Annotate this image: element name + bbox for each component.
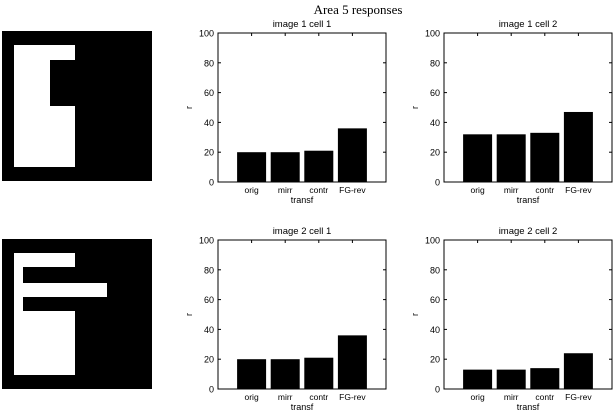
y-tick-label: 0 bbox=[435, 178, 440, 188]
axes-frame bbox=[217, 32, 387, 183]
y-tick-label: 20 bbox=[204, 148, 214, 158]
axes-frame bbox=[217, 239, 387, 390]
bar-mirr bbox=[496, 369, 526, 389]
bar-contr bbox=[304, 150, 334, 182]
figure-title: Area 5 responses bbox=[314, 2, 403, 17]
charts-group: image 1 cell 1 0 20 40 60 80 100 orig mirr contr F… bbox=[184, 19, 613, 412]
bar-contr bbox=[530, 368, 560, 389]
x-axis-label: transf bbox=[517, 402, 540, 412]
y-tick-label: 100 bbox=[199, 29, 214, 39]
chart-2: image 1 cell 2 0 20 40 60 80 100 orig mirr contr F… bbox=[410, 19, 613, 205]
x-tick-label: orig bbox=[245, 185, 259, 195]
y-tick-label: 40 bbox=[430, 118, 440, 128]
y-tick-label: 40 bbox=[204, 325, 214, 335]
y-tick-label: 40 bbox=[204, 118, 214, 128]
image-2-stimulus bbox=[2, 239, 152, 389]
bar-mirr bbox=[496, 134, 526, 182]
y-tick-label: 80 bbox=[430, 265, 440, 275]
y-tick-label: 80 bbox=[204, 265, 214, 275]
chart-1: image 1 cell 1 0 20 40 60 80 100 orig mirr contr F… bbox=[184, 19, 387, 205]
chart-4: image 2 cell 2 0 20 40 60 80 100 orig mirr contr F… bbox=[410, 226, 613, 412]
y-tick-label: 100 bbox=[199, 236, 214, 246]
chart-title: image 2 cell 2 bbox=[499, 226, 558, 237]
bar-orig bbox=[463, 134, 493, 182]
x-tick-label: mirr bbox=[278, 392, 293, 402]
y-tick-label: 60 bbox=[430, 295, 440, 305]
y-tick-label: 60 bbox=[430, 88, 440, 98]
x-tick-label: orig bbox=[471, 392, 485, 402]
x-tick-label: contr bbox=[309, 392, 328, 402]
bar-mirr bbox=[270, 359, 300, 389]
x-axis-label: transf bbox=[517, 195, 540, 205]
bar-contr bbox=[530, 132, 560, 182]
x-tick-label: contr bbox=[535, 392, 554, 402]
x-axis-label: transf bbox=[291, 402, 314, 412]
x-tick-label: orig bbox=[471, 185, 485, 195]
y-tick-label: 80 bbox=[204, 58, 214, 68]
axes-frame bbox=[443, 239, 613, 390]
x-tick-label: mirr bbox=[504, 185, 519, 195]
x-axis-label: transf bbox=[291, 195, 314, 205]
x-tick-label: FG-rev bbox=[565, 185, 592, 195]
y-tick-label: 60 bbox=[204, 295, 214, 305]
y-tick-label: 80 bbox=[430, 58, 440, 68]
bar-orig bbox=[463, 369, 493, 389]
chart-title: image 2 cell 1 bbox=[273, 226, 332, 237]
x-tick-label: FG-rev bbox=[339, 185, 366, 195]
x-tick-label: FG-rev bbox=[565, 392, 592, 402]
bar-contr bbox=[304, 357, 334, 389]
y-axis-label: r bbox=[410, 313, 420, 316]
x-tick-label: contr bbox=[535, 185, 554, 195]
bar-mirr bbox=[270, 152, 300, 182]
y-tick-label: 0 bbox=[435, 385, 440, 395]
y-tick-label: 100 bbox=[425, 236, 440, 246]
x-tick-label: orig bbox=[245, 392, 259, 402]
y-axis-label: r bbox=[184, 106, 194, 109]
y-axis-label: r bbox=[410, 106, 420, 109]
bar-orig bbox=[237, 152, 267, 182]
y-tick-label: 0 bbox=[209, 178, 214, 188]
x-tick-label: FG-rev bbox=[339, 392, 366, 402]
y-tick-label: 20 bbox=[430, 355, 440, 365]
bar-fg-rev bbox=[337, 128, 367, 182]
x-tick-label: contr bbox=[309, 185, 328, 195]
chart-3: image 2 cell 1 0 20 40 60 80 100 orig mirr contr F… bbox=[184, 226, 387, 412]
chart-title: image 1 cell 2 bbox=[499, 19, 558, 30]
y-tick-label: 0 bbox=[209, 385, 214, 395]
bar-orig bbox=[237, 359, 267, 389]
y-axis-label: r bbox=[184, 313, 194, 316]
bar-fg-rev bbox=[563, 111, 593, 182]
y-tick-label: 20 bbox=[430, 148, 440, 158]
y-tick-label: 100 bbox=[425, 29, 440, 39]
chart-title: image 1 cell 1 bbox=[273, 19, 332, 30]
x-tick-label: mirr bbox=[504, 392, 519, 402]
bar-fg-rev bbox=[563, 353, 593, 389]
x-tick-label: mirr bbox=[278, 185, 293, 195]
y-tick-label: 20 bbox=[204, 355, 214, 365]
bar-fg-rev bbox=[337, 335, 367, 389]
axes-frame bbox=[443, 32, 613, 183]
y-tick-label: 60 bbox=[204, 88, 214, 98]
y-tick-label: 40 bbox=[430, 325, 440, 335]
image-1-stimulus bbox=[2, 31, 152, 181]
